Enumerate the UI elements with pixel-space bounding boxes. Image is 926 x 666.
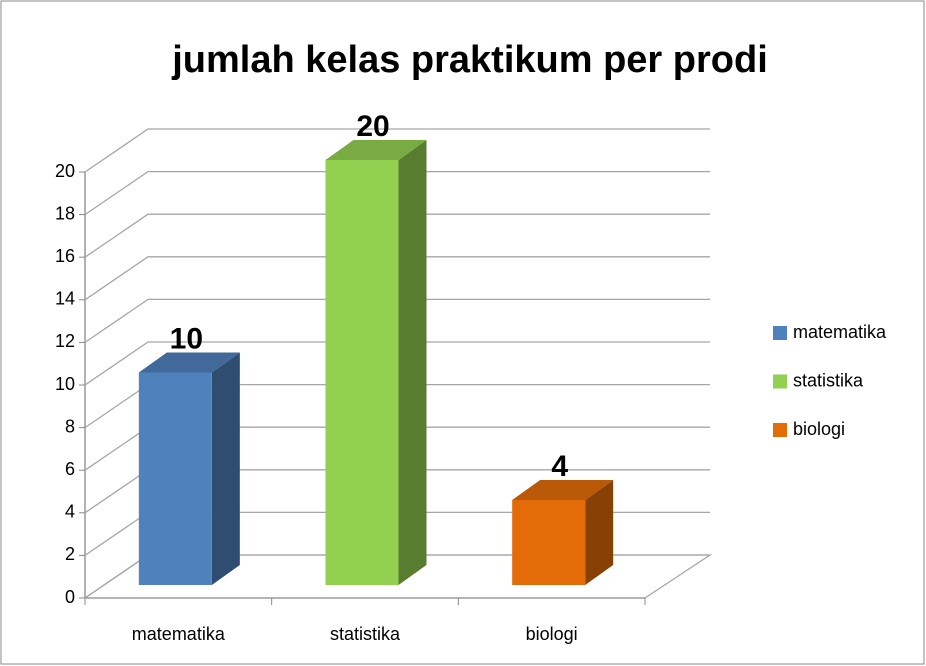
- legend-label: matematika: [793, 322, 887, 342]
- y-tick-label: 6: [65, 459, 75, 479]
- bar-side: [585, 480, 614, 585]
- y-tick-label: 2: [65, 544, 75, 564]
- y-tick-label: 0: [65, 587, 75, 607]
- bar-front: [325, 160, 399, 585]
- grid-line: [84, 128, 710, 173]
- bar: [512, 480, 614, 585]
- legend-swatch: [773, 326, 787, 340]
- bar-side: [211, 352, 240, 585]
- bar-front: [512, 500, 586, 585]
- x-tick-label: statistika: [330, 624, 401, 644]
- bar-top: [138, 352, 240, 373]
- grid-line: [84, 341, 710, 386]
- y-tick-label: 18: [55, 203, 75, 223]
- bar: [138, 352, 240, 585]
- x-tick-label: matematika: [132, 624, 226, 644]
- y-tick-label: 14: [55, 289, 75, 309]
- data-label: 20: [356, 110, 389, 143]
- grid-line: [84, 170, 710, 216]
- y-tick-label: 8: [65, 416, 75, 436]
- chart-title: jumlah kelas praktikum per prodi: [171, 39, 768, 81]
- bar-top: [325, 140, 427, 160]
- grid-line: [84, 256, 710, 301]
- bar-top: [512, 480, 614, 500]
- legend-label: statistika: [793, 370, 864, 390]
- legend-label: biologi: [793, 419, 845, 439]
- legend-swatch: [773, 423, 787, 437]
- bar: [325, 140, 427, 585]
- y-tick-label: 4: [65, 502, 75, 522]
- x-tick-label: biologi: [526, 624, 578, 644]
- y-tick-label: 20: [55, 161, 75, 181]
- grid-line: [84, 213, 710, 258]
- y-tick-label: 12: [55, 331, 75, 351]
- legend-swatch: [773, 374, 787, 389]
- bar-front: [138, 372, 212, 585]
- y-tick-label: 16: [55, 246, 75, 266]
- grid-line: [84, 298, 710, 343]
- data-label: 10: [170, 322, 203, 355]
- data-label: 4: [551, 450, 568, 483]
- bar-side: [398, 140, 427, 585]
- y-tick-label: 10: [55, 374, 75, 394]
